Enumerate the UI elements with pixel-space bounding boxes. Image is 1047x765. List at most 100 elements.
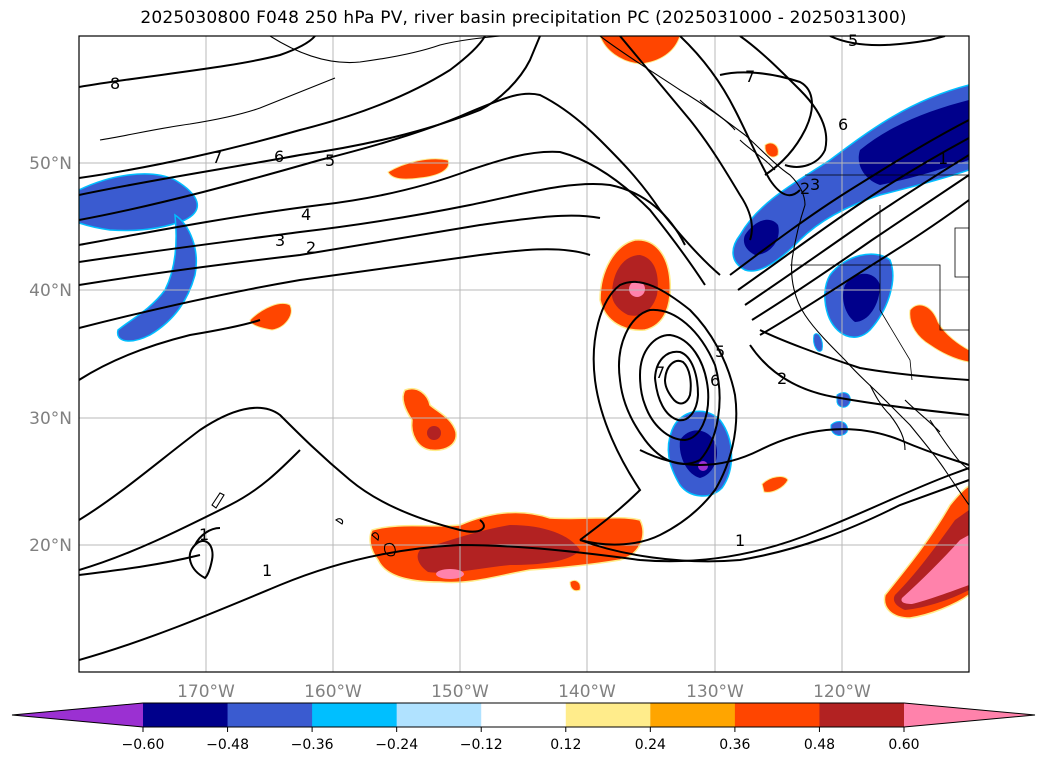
jet-contour-4: [751, 174, 969, 321]
contour-1-long: [79, 467, 969, 661]
red-spot-bc: [764, 142, 779, 158]
contour-label: 5: [325, 151, 335, 170]
contour-label: 7: [655, 363, 665, 382]
contour-6-west: [79, 36, 541, 196]
colorbar-tick-label: −0.24: [375, 737, 418, 753]
contour-1-east: [759, 329, 969, 381]
contour-label: 2: [777, 369, 787, 388]
blue-spot-baja: [836, 392, 851, 408]
pink-area-mexico: [901, 535, 969, 604]
contour-label: 4: [301, 205, 311, 224]
colorbar-tick-label: 0.24: [635, 737, 666, 753]
pv-contour-labels: 8 7 6 5 4 3 2 1 1 1 2 5 6 7 1 2 5 6 7 3: [110, 31, 948, 580]
jet-contour-5: [759, 199, 969, 336]
red-spot-socal: [909, 304, 969, 363]
blue-spot-coast: [813, 333, 823, 352]
colorbar-segment: [819, 703, 905, 727]
contour-7-west: [79, 36, 486, 179]
contour-label: 3: [810, 175, 820, 194]
colorbar-tick-label: 0.60: [888, 737, 919, 753]
lon-tick-label: 160°W: [304, 682, 362, 702]
baja-california: [869, 384, 941, 451]
political-borders: [790, 174, 969, 381]
colorbar-extend-max: [904, 703, 1035, 727]
contour-label: 5: [848, 31, 858, 50]
contour-label: 1: [199, 525, 209, 544]
contour-2-east: [749, 344, 969, 416]
colorbar: −0.60 −0.48 −0.36 −0.24 −0.12 0.12 0.24 0.36 0.4…: [11, 702, 1036, 753]
contour-3: [79, 183, 686, 263]
contour-5-ne: [829, 36, 946, 47]
cutoff-ring-4: [653, 350, 700, 422]
darkred-band-subtropical: [417, 525, 580, 573]
contour-label: 7: [745, 67, 755, 86]
red-area-central: [402, 388, 457, 452]
darkred-spot-central: [427, 426, 441, 440]
map-frame-background: [79, 36, 969, 672]
dark-blue-core-northwest: [858, 100, 969, 185]
lon-tick-label: 150°W: [431, 682, 489, 702]
longitude-labels: 170°W 160°W 150°W 140°W 130°W 120°W: [177, 682, 871, 702]
colorbar-tick-label: 0.48: [804, 737, 835, 753]
contour-1-se: [579, 479, 969, 563]
colorbar-segment: [565, 703, 651, 727]
contour-label: 5: [715, 342, 725, 361]
blue-area-west-tail: [116, 213, 197, 342]
contour-label: 3: [275, 231, 285, 250]
pink-spot-offshore: [629, 281, 645, 297]
colorbar-tick-label: 0.36: [719, 737, 750, 753]
pink-spot-subtropical: [436, 569, 464, 579]
contour-1-loop: [79, 248, 591, 329]
island-small: [211, 492, 225, 509]
map-frame: [78, 35, 970, 673]
red-spot-north: [387, 158, 450, 180]
ridge-contour-b: [679, 36, 801, 197]
contour-label: 6: [274, 147, 284, 166]
alaska-coast: [269, 36, 501, 64]
contour-2-south: [79, 406, 485, 533]
colorbar-segment: [481, 703, 567, 727]
lat-tick-label: 20°N: [29, 536, 72, 556]
contour-2-west: [79, 214, 601, 286]
contour-label: 1: [262, 561, 272, 580]
contour-1-west-loop: [188, 540, 214, 580]
purple-spot-subtropical: [698, 461, 708, 471]
lon-tick-label: 170°W: [177, 682, 235, 702]
jet-contour-1: [729, 119, 969, 276]
colorbar-tick-label: −0.12: [460, 737, 503, 753]
contour-7-ne: [719, 71, 813, 176]
contour-label: 2: [306, 238, 316, 257]
colorbar-segment: [396, 703, 482, 727]
lon-tick-label: 140°W: [558, 682, 616, 702]
red-spot-small: [569, 579, 581, 592]
contour-1-east-low: [639, 428, 969, 466]
ridge-contour-c: [739, 36, 828, 168]
contour-1-south: [79, 449, 301, 571]
cutoff-ring-1: [579, 280, 738, 546]
ridge-contour-a: [619, 36, 753, 241]
hawaii-islands: [335, 518, 396, 557]
colorbar-segment: [312, 703, 398, 727]
latitude-labels: 50°N 40°N 30°N 20°N: [29, 154, 72, 556]
jet-contour-2: [737, 137, 969, 291]
colorbar-tick-label: 0.12: [550, 737, 581, 753]
cutoff-ring-7: [663, 360, 692, 405]
colorbar-tick-label: −0.48: [206, 737, 249, 753]
lat-tick-label: 30°N: [29, 409, 72, 429]
map-title: 2025030800 F048 250 hPa PV, river basin …: [140, 8, 907, 28]
pv-contours: [79, 36, 969, 661]
contour-4: [79, 150, 706, 286]
colorbar-extend-min: [12, 703, 143, 727]
colorbar-segment: [734, 703, 820, 727]
contour-1-mid: [79, 554, 201, 576]
contour-label: 6: [710, 371, 720, 390]
lat-tick-label: 40°N: [29, 281, 72, 301]
contour-label: 8: [110, 74, 120, 93]
dark-blue-core-california: [843, 273, 880, 322]
red-spot-west: [249, 303, 292, 331]
colorbar-tick-label: −0.36: [291, 737, 334, 753]
precipitation-shading: [79, 36, 969, 619]
contour-label: 1: [938, 149, 948, 168]
lat-tick-label: 50°N: [29, 154, 72, 174]
